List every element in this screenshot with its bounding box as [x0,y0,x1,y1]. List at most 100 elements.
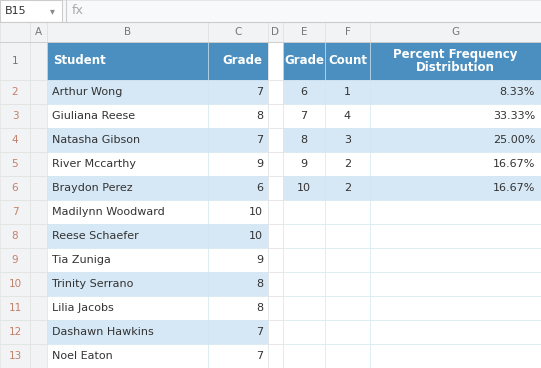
Text: 9: 9 [300,159,308,169]
Text: River Mccarthy: River Mccarthy [52,159,136,169]
Bar [283,320,325,344]
Text: 10: 10 [249,231,263,241]
Bar [0,224,30,248]
Bar [208,152,268,176]
Bar [283,128,325,152]
Bar [325,248,370,272]
Bar [47,22,208,42]
Text: 9: 9 [12,255,18,265]
Text: Arthur Wong: Arthur Wong [52,87,122,97]
Bar [325,320,370,344]
Text: 8: 8 [300,135,308,145]
Bar [30,224,47,248]
Bar [30,344,47,368]
Text: A: A [35,27,42,37]
Text: Noel Eaton: Noel Eaton [52,351,113,361]
Bar [370,128,541,152]
Bar [0,0,541,22]
Bar [47,200,208,224]
Text: 7: 7 [256,87,263,97]
Bar [0,272,30,296]
Text: 7: 7 [256,135,263,145]
Text: Natasha Gibson: Natasha Gibson [52,135,140,145]
Text: G: G [451,27,459,37]
Text: 8.33%: 8.33% [500,87,535,97]
Text: 6: 6 [300,87,307,97]
Text: 6: 6 [256,183,263,193]
Bar [0,0,62,22]
Bar [325,224,370,248]
Text: 7: 7 [300,111,308,121]
Bar [325,296,370,320]
Bar [208,80,268,104]
Bar [268,200,283,224]
Bar [0,128,30,152]
Bar [370,42,541,80]
Bar [283,344,325,368]
Text: E: E [301,27,307,37]
Text: F: F [345,27,351,37]
Bar [283,80,325,104]
Bar [0,176,30,200]
Text: Percent Frequency: Percent Frequency [393,48,518,61]
Text: 11: 11 [8,303,22,313]
Bar [208,320,268,344]
Bar [0,200,30,224]
Text: 10: 10 [9,279,22,289]
Text: 10: 10 [249,207,263,217]
Text: 3: 3 [344,135,351,145]
Bar [283,22,325,42]
Bar [47,248,208,272]
Bar [325,272,370,296]
Bar [47,272,208,296]
Text: Dashawn Hawkins: Dashawn Hawkins [52,327,154,337]
Text: Madilynn Woodward: Madilynn Woodward [52,207,165,217]
Text: B15: B15 [5,6,27,16]
Text: 7: 7 [12,207,18,217]
Text: 33.33%: 33.33% [493,111,535,121]
Bar [30,296,47,320]
Bar [370,104,541,128]
Bar [208,224,268,248]
Text: Distribution: Distribution [416,61,495,74]
Text: 3: 3 [12,111,18,121]
Bar [0,104,30,128]
Bar [283,272,325,296]
Bar [30,22,47,42]
Text: 7: 7 [256,327,263,337]
Bar [268,128,283,152]
Bar [30,248,47,272]
Bar [268,296,283,320]
Text: D: D [272,27,280,37]
Bar [47,320,208,344]
Text: 2: 2 [344,183,351,193]
Text: Lilia Jacobs: Lilia Jacobs [52,303,114,313]
Bar [370,152,541,176]
Bar [30,128,47,152]
Bar [47,176,208,200]
Text: Braydon Perez: Braydon Perez [52,183,133,193]
Text: ▾: ▾ [50,6,55,16]
Bar [283,176,325,200]
Bar [208,176,268,200]
Bar [47,344,208,368]
Text: 8: 8 [256,303,263,313]
Bar [208,22,268,42]
Text: 13: 13 [8,351,22,361]
Bar [208,296,268,320]
Bar [283,42,325,80]
Bar [325,200,370,224]
Bar [208,344,268,368]
Text: 2: 2 [344,159,351,169]
Text: C: C [234,27,242,37]
Bar [208,104,268,128]
Text: Giuliana Reese: Giuliana Reese [52,111,135,121]
Bar [268,152,283,176]
Bar [30,176,47,200]
Bar [283,104,325,128]
Bar [325,80,370,104]
Bar [325,344,370,368]
Bar [268,344,283,368]
Bar [268,104,283,128]
Bar [370,248,541,272]
